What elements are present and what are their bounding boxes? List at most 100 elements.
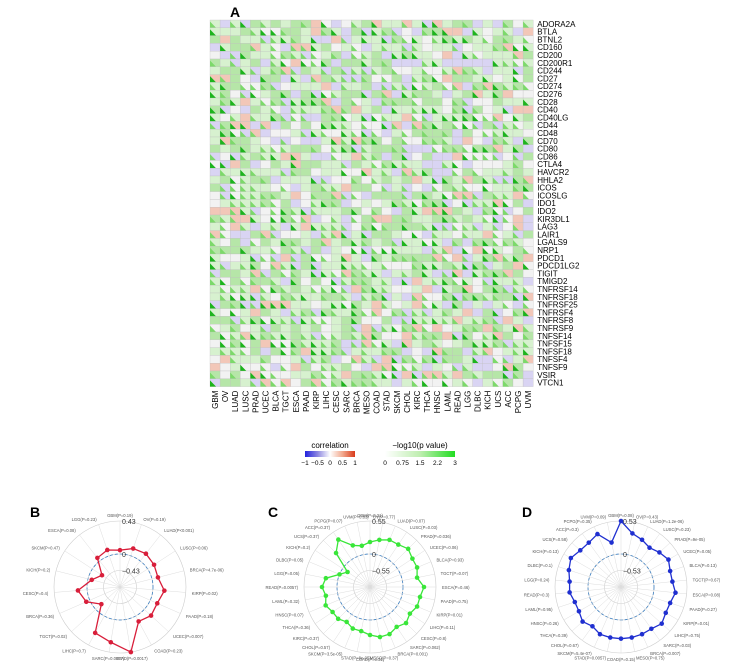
heatmap-sig-marker [311,91,318,98]
heatmap-sig-marker [290,294,297,301]
heatmap-cell [411,144,423,153]
heatmap-cell [381,136,392,145]
heatmap-cell [219,51,231,60]
heatmap-cell [482,43,493,52]
heatmap-sig-marker [452,185,459,192]
radar-axis-label: ESCA(P=0.08) [693,593,721,598]
radar-axis-label: SKCM(P=0.47) [31,546,60,551]
heatmap-sig-marker [371,380,378,387]
radar-point [148,613,154,618]
heatmap-col-label: HNSC [433,390,442,413]
heatmap-cell [280,19,291,28]
heatmap-cell [502,316,514,325]
heatmap-cell [260,136,271,145]
heatmap-sig-marker [260,372,267,379]
heatmap-cell [421,285,433,294]
radar-point [99,572,105,578]
radar-spoke [119,586,186,593]
heatmap-row-label: TNFRSF14 [537,285,578,294]
heatmap-sig-marker [381,99,388,106]
heatmap-sig-marker [341,146,348,153]
heatmap-cell [300,191,312,200]
heatmap-sig-marker [260,177,267,184]
heatmap-sig-marker [513,372,520,379]
heatmap-cell [260,168,271,177]
heatmap-cell [472,160,483,169]
heatmap-cell [270,74,281,83]
heatmap-sig-marker [331,76,338,83]
heatmap-cell [240,113,251,122]
radar-spoke [59,586,121,614]
heatmap-cell [522,51,534,60]
heatmap-cell [260,113,271,122]
radar-spoke [369,573,435,588]
heatmap-sig-marker [250,333,257,340]
heatmap-sig-marker [270,83,277,91]
heatmap-sig-marker [492,224,499,231]
heatmap-sig-marker [351,130,358,137]
heatmap-row-label: CD200 [537,51,562,60]
heatmap-sig-marker [270,216,277,223]
heatmap-cell [452,19,463,28]
heatmap-sig-marker [502,239,509,247]
heatmap-sig-marker [492,317,499,325]
heatmap-sig-marker [361,224,368,231]
heatmap-cell [492,19,504,28]
radar-point [367,632,373,638]
heatmap-sig-marker [280,68,287,75]
heatmap-sig-marker [462,122,469,130]
heatmap-sig-marker [270,107,277,114]
heatmap-sig-marker [381,83,388,91]
heatmap-sig-marker [220,263,227,270]
heatmap-sig-marker [452,271,459,278]
radar-axis-label: PAAD(P=0.27) [689,607,717,612]
radar-spoke [369,586,426,624]
radar-point [345,569,350,575]
heatmap-sig-marker [311,37,318,44]
heatmap-sig-marker [422,325,429,332]
radar-axis-label: BRCA(P=0.007) [650,651,681,656]
heatmap-cell [421,253,433,262]
heatmap-cell [442,90,453,99]
heatmap-cell [320,43,332,52]
heatmap-cell [442,261,453,270]
radar-axis-label: OV(P=0.19) [143,517,166,522]
heatmap-cell [472,253,483,262]
heatmap-sig-marker [401,239,408,247]
heatmap-sig-marker [432,333,439,340]
heatmap-sig-marker [300,216,307,223]
radar-point [99,601,104,607]
radar-axis-label: LUAD(P<0.001) [164,528,194,533]
heatmap-sig-marker [220,232,227,239]
heatmap-sig-marker [210,60,217,67]
heatmap-cell [341,214,352,223]
heatmap-cell [371,238,382,247]
heatmap-cell [462,214,473,223]
heatmap-cell [260,222,271,231]
heatmap-sig-marker [442,130,449,137]
heatmap-cell [300,222,312,231]
radar-point [75,588,81,593]
heatmap-sig-marker [492,177,499,184]
heatmap-sig-marker [452,99,459,106]
heatmap-cell [240,370,251,379]
heatmap-sig-marker [341,68,348,75]
heatmap-sig-marker [482,37,489,44]
heatmap-cell [230,222,241,231]
heatmap-cell [280,82,291,91]
heatmap-cell [280,199,291,208]
heatmap-sig-marker [351,177,358,184]
heatmap-sig-marker [432,146,439,153]
heatmap-sig-marker [270,29,277,36]
heatmap-cell [310,66,322,75]
radar-axis-label: MESO(P=0.75) [636,655,665,660]
heatmap-sig-marker [351,302,358,309]
heatmap-cell [502,230,514,239]
heatmap-sig-marker [412,208,419,215]
heatmap-sig-marker [472,200,479,208]
heatmap-cell [462,136,473,145]
heatmap-cell [310,105,322,114]
heatmap-sig-marker [442,271,449,278]
heatmap-sig-marker [412,294,419,301]
heatmap-sig-marker [230,310,237,317]
